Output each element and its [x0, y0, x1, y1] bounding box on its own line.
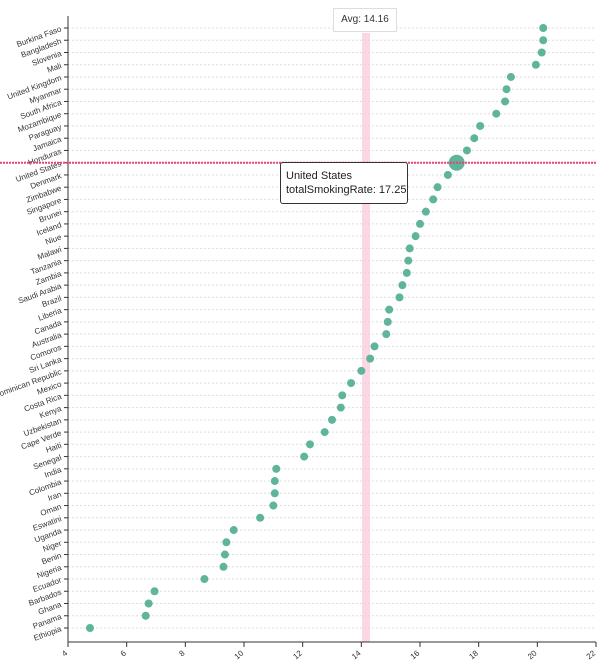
data-point[interactable] [141, 611, 150, 620]
data-point[interactable] [404, 256, 413, 265]
x-tick-label: 20 [526, 648, 539, 661]
data-point[interactable] [411, 232, 420, 241]
data-point[interactable] [300, 452, 309, 461]
data-point[interactable] [144, 599, 153, 608]
x-tick-label: 4 [60, 648, 70, 658]
y-tick-label: Iran [47, 490, 63, 503]
data-point[interactable] [405, 244, 414, 253]
x-tick-label: 18 [467, 648, 480, 661]
y-axis: Burkina FasoBangladeshSloveniaMaliUnited… [0, 16, 69, 643]
data-point[interactable] [385, 305, 394, 314]
data-point[interactable] [383, 317, 392, 326]
data-point[interactable] [357, 366, 366, 375]
data-point[interactable] [476, 121, 485, 130]
data-point[interactable] [328, 415, 336, 424]
data-point[interactable] [336, 403, 345, 412]
data-point[interactable] [501, 97, 510, 106]
data-point[interactable] [272, 464, 281, 473]
data-point[interactable] [306, 440, 314, 449]
y-tick-label: Mali [46, 61, 63, 75]
x-tick-label: 22 [585, 648, 598, 661]
data-point[interactable] [200, 575, 209, 584]
data-point[interactable] [462, 146, 471, 155]
data-point[interactable] [229, 526, 238, 535]
data-point[interactable] [421, 207, 430, 216]
y-tick-label: Niue [44, 232, 63, 246]
data-point[interactable] [402, 268, 411, 277]
average-band [362, 33, 371, 642]
x-tick-label: 16 [409, 648, 422, 661]
x-tick-label: 8 [177, 648, 187, 658]
average-label: Avg: 14.16 [333, 8, 397, 32]
data-point[interactable] [220, 550, 229, 559]
x-tick-label: 12 [291, 648, 304, 661]
data-point[interactable] [531, 60, 540, 69]
data-point[interactable] [347, 379, 356, 388]
data-point[interactable] [506, 72, 515, 81]
data-point[interactable] [398, 281, 407, 290]
data-point[interactable] [443, 170, 452, 179]
data-point[interactable] [150, 587, 159, 596]
data-point[interactable] [320, 428, 329, 437]
gridlines [68, 27, 596, 629]
data-point[interactable] [219, 562, 228, 571]
data-point[interactable] [492, 109, 501, 118]
data-point[interactable] [382, 330, 391, 339]
data-point[interactable] [416, 219, 424, 228]
data-point[interactable] [370, 342, 379, 351]
data-points [86, 24, 548, 632]
data-point[interactable] [270, 477, 279, 486]
tooltip: United States totalSmokingRate: 17.25 [280, 162, 408, 204]
data-point[interactable] [256, 513, 265, 522]
data-point[interactable] [537, 48, 546, 57]
x-tick-label: 14 [350, 648, 363, 661]
x-axis: 4 6 8 10 12 14 16 18 20 22 [60, 641, 598, 661]
data-point[interactable] [270, 489, 279, 498]
data-point[interactable] [470, 134, 479, 143]
tooltip-value: totalSmokingRate: 17.25 [286, 184, 407, 196]
data-point[interactable] [395, 293, 404, 302]
x-tick-label: 6 [119, 648, 129, 658]
data-point[interactable] [338, 391, 347, 400]
tooltip-title: United States [286, 170, 353, 182]
data-point[interactable] [429, 195, 438, 204]
data-point[interactable] [269, 501, 278, 510]
data-point[interactable] [86, 624, 94, 632]
data-point[interactable] [222, 538, 231, 547]
x-tick-label: 10 [233, 648, 246, 661]
data-point[interactable] [539, 24, 548, 32]
y-tick-label: Haiti [45, 441, 63, 455]
data-point[interactable] [539, 36, 548, 45]
data-point[interactable] [433, 183, 442, 192]
data-point[interactable] [366, 354, 375, 363]
data-point[interactable] [502, 85, 511, 94]
